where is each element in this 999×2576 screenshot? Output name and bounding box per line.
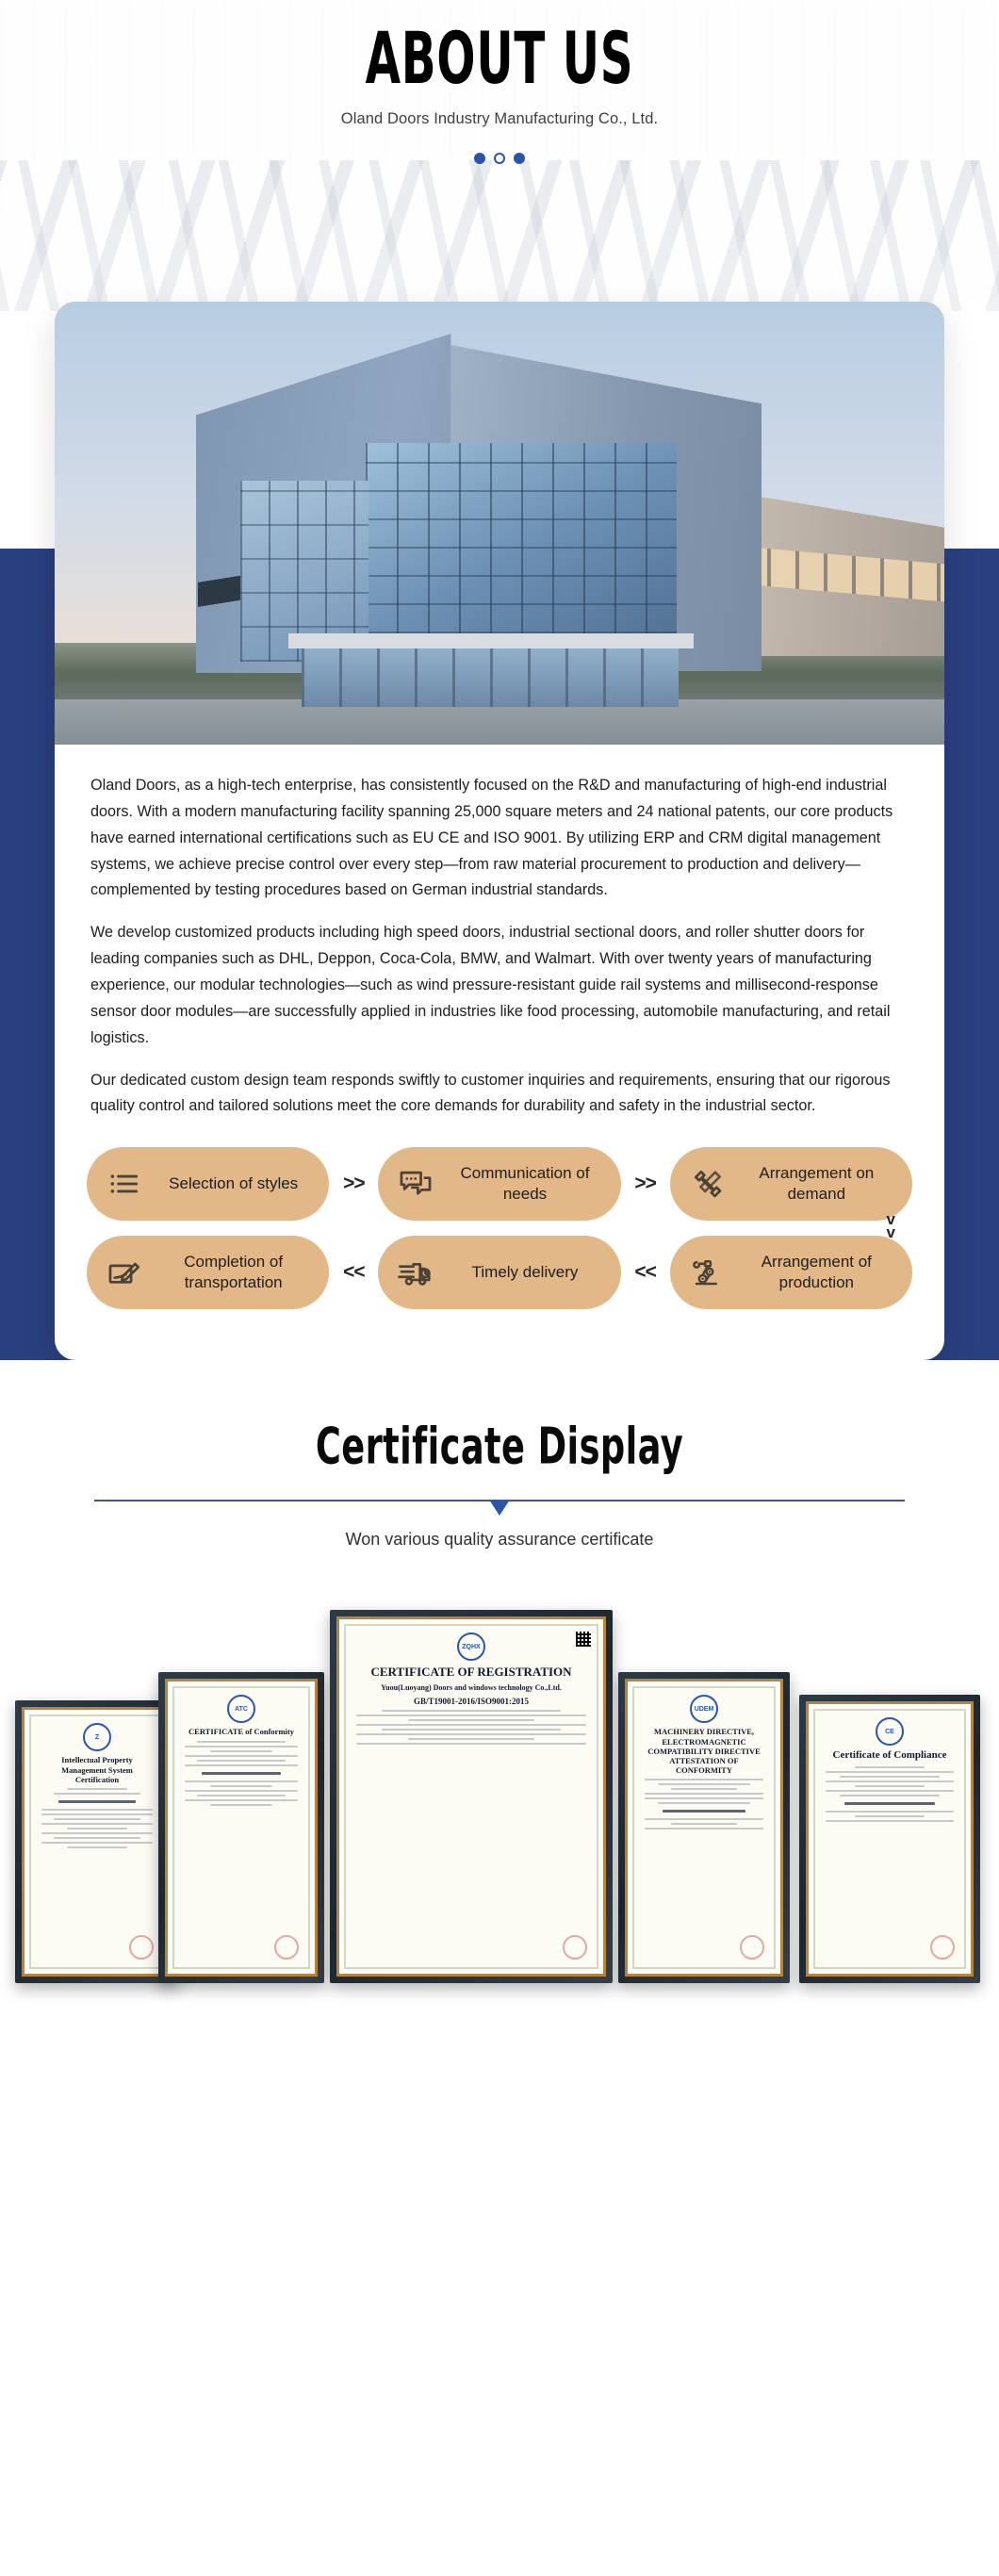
- process-step-label: Completion of transportation: [184, 1252, 284, 1292]
- certificate-body-lines: [639, 1779, 769, 1961]
- carousel-dots[interactable]: [0, 153, 999, 165]
- certificate-standard: GB/T19001-2016/ISO9001:2015: [413, 1696, 529, 1706]
- about-paragraph-2: We develop customized products including…: [90, 924, 891, 1046]
- certificate-seal: UDEM: [690, 1695, 718, 1724]
- certificate-stamp: [274, 1935, 299, 1961]
- process-step-arrangement-on-demand[interactable]: Arrangement on demand: [669, 1147, 912, 1222]
- certificate-seal: ATC: [227, 1695, 255, 1724]
- list-icon: [106, 1165, 143, 1203]
- certificate-section-subtitle: Won various quality assurance certificat…: [345, 1530, 654, 1550]
- certificate-heading: CERTIFICATE of Conformity: [188, 1727, 294, 1737]
- process-step-timely-delivery[interactable]: Timely delivery: [378, 1236, 621, 1310]
- robot-arm-icon: [689, 1254, 727, 1291]
- certificate-item[interactable]: CE Certificate of Compliance: [799, 1695, 980, 1984]
- certificate-item-featured[interactable]: ZQHX CERTIFICATE OF REGISTRATION Yuou(Lu…: [330, 1610, 613, 1984]
- building-entrance-doors: [302, 648, 679, 707]
- certificate-stamp: [740, 1935, 764, 1961]
- about-section: Oland Doors, as a high-tech enterprise, …: [0, 302, 999, 1361]
- process-step-label: Communication of needs: [460, 1163, 590, 1204]
- certificate-company-name: Yuou(Luoyang) Doors and windows technolo…: [381, 1682, 562, 1692]
- factory-building-photo: [55, 302, 944, 745]
- flow-arrow-backward-2: <<: [634, 1261, 657, 1284]
- certificate-heading: CERTIFICATE OF REGISTRATION: [370, 1665, 572, 1680]
- certificate-item[interactable]: Z Intellectual Property Management Syste…: [15, 1700, 179, 1984]
- road-foreground: [55, 699, 944, 745]
- process-step-communication-of-needs[interactable]: Communication of needs: [378, 1147, 621, 1222]
- certificate-body-lines: [820, 1765, 959, 1961]
- certificate-body-lines: [179, 1740, 303, 1961]
- certificate-body-lines: [36, 1787, 158, 1961]
- building-glass-curtain-wall: [366, 443, 677, 662]
- building-secondary-glass: [240, 481, 368, 662]
- page-title: ABOUT US: [365, 16, 634, 101]
- certificate-stamp: [930, 1935, 955, 1961]
- certificate-section: Certificate Display Won various quality …: [0, 1360, 999, 1984]
- flow-arrow-forward-1: >>: [343, 1173, 366, 1195]
- process-step-label: Timely delivery: [471, 1262, 579, 1281]
- process-step-label: Arrangement of production: [761, 1252, 872, 1292]
- building-entrance-canopy: [288, 633, 694, 648]
- certificate-seal: ZQHX: [457, 1633, 485, 1662]
- certificate-seal: CE: [876, 1717, 904, 1747]
- process-step-selection-of-styles[interactable]: Selection of styles: [87, 1147, 330, 1222]
- process-flow: Selection of styles >> Communication of: [55, 1136, 944, 1310]
- process-flow-row-1: Selection of styles >> Communication of: [87, 1147, 912, 1222]
- process-flow-row-2: Completion of transportation <<: [87, 1236, 912, 1310]
- process-step-arrangement-of-production[interactable]: Arrangement of production: [669, 1236, 912, 1310]
- flow-arrow-down-chevron-2: v: [886, 1223, 895, 1242]
- about-paragraph-3: Our dedicated custom design team respond…: [90, 1071, 891, 1115]
- flow-arrow-backward-1: <<: [343, 1261, 366, 1284]
- carousel-dot-1[interactable]: [474, 153, 485, 165]
- process-step-label: Selection of styles: [169, 1173, 299, 1192]
- certificate-body-lines: [351, 1710, 592, 1961]
- carousel-dot-2[interactable]: [494, 153, 505, 165]
- flow-arrow-down-chevron-1: v: [886, 1210, 895, 1229]
- section-divider: [94, 1500, 905, 1502]
- company-name-subtitle: Oland Doors Industry Manufacturing Co., …: [340, 110, 659, 128]
- certificate-heading: MACHINERY DIRECTIVE, ELECTROMAGNETIC COM…: [647, 1727, 761, 1776]
- certificate-gallery: Z Intellectual Property Management Syste…: [0, 1587, 999, 1984]
- carousel-dot-3[interactable]: [514, 153, 525, 165]
- certificate-heading: Certificate of Compliance: [832, 1749, 947, 1762]
- certificate-item[interactable]: UDEM MACHINERY DIRECTIVE, ELECTROMAGNETI…: [618, 1672, 790, 1984]
- certificate-item[interactable]: ATC CERTIFICATE of Conformity: [158, 1672, 324, 1984]
- certificate-section-title: Certificate Display: [315, 1416, 684, 1476]
- process-step-label: Arrangement on demand: [759, 1163, 875, 1204]
- process-step-completion-of-transportation[interactable]: Completion of transportation: [87, 1236, 330, 1310]
- certificate-stamp: [563, 1935, 587, 1961]
- flow-arrow-forward-2: >>: [634, 1173, 657, 1195]
- certificate-heading: Intellectual Property Management System …: [61, 1755, 133, 1784]
- certificate-stamp: [129, 1935, 154, 1961]
- certificate-seal: Z: [83, 1723, 111, 1752]
- delivery-truck-icon: [397, 1254, 434, 1291]
- hero-section: ABOUT US Oland Doors Industry Manufactur…: [0, 0, 999, 311]
- flow-arrow-down: v v: [886, 1210, 895, 1242]
- tools-icon: [689, 1165, 727, 1203]
- about-text-body: Oland Doors, as a high-tech enterprise, …: [55, 745, 944, 1120]
- chat-bubbles-icon: [397, 1165, 434, 1203]
- about-card: Oland Doors, as a high-tech enterprise, …: [55, 302, 944, 1361]
- about-paragraph-1: Oland Doors, as a high-tech enterprise, …: [90, 777, 893, 899]
- qr-code-icon: [576, 1632, 591, 1648]
- sign-document-icon: [106, 1254, 143, 1291]
